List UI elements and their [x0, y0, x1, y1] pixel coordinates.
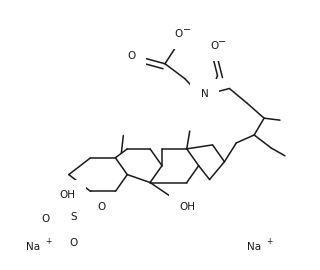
Text: O: O	[98, 202, 106, 212]
Text: O: O	[70, 238, 78, 248]
Text: +: +	[266, 237, 272, 247]
Text: −: −	[218, 37, 227, 47]
Text: −: −	[183, 25, 191, 35]
Text: O: O	[210, 41, 219, 51]
Text: N: N	[201, 89, 209, 99]
Text: O: O	[127, 51, 135, 61]
Text: S: S	[70, 212, 77, 222]
Text: OH: OH	[60, 190, 76, 200]
Text: Na: Na	[247, 242, 261, 252]
Text: +: +	[45, 237, 52, 247]
Text: Na: Na	[26, 242, 40, 252]
Text: O: O	[42, 214, 50, 224]
Text: O: O	[175, 29, 183, 39]
Text: OH: OH	[180, 202, 196, 212]
